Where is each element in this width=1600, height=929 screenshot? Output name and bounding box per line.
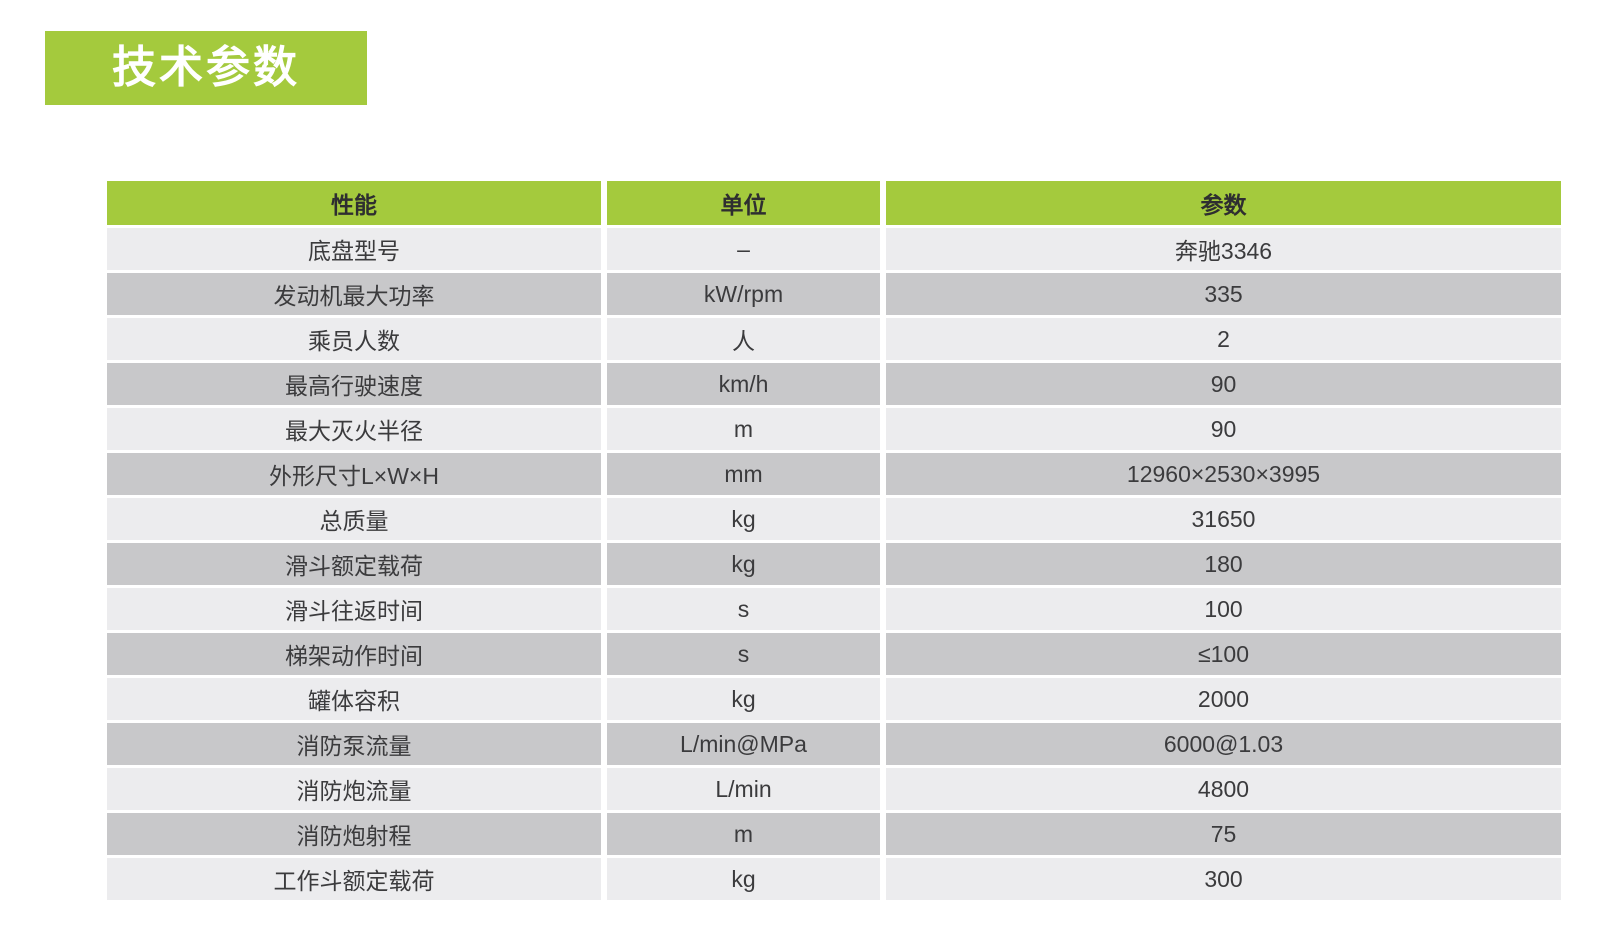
unit-cell: kg: [607, 498, 880, 540]
value-cell: 75: [886, 813, 1561, 855]
property-cell: 发动机最大功率: [107, 273, 601, 315]
property-cell: 消防炮流量: [107, 768, 601, 810]
unit-cell: L/min: [607, 768, 880, 810]
unit-cell: kg: [607, 543, 880, 585]
value-cell: 2: [886, 318, 1561, 360]
table-row: 消防炮射程 m 75: [107, 813, 1561, 855]
unit-cell: L/min@MPa: [607, 723, 880, 765]
table-row: 工作斗额定载荷 kg 300: [107, 858, 1561, 900]
table-row: 罐体容积 kg 2000: [107, 678, 1561, 720]
table-header-row: 性能 单位 参数: [107, 181, 1561, 225]
value-cell: 180: [886, 543, 1561, 585]
column-header-performance: 性能: [107, 181, 601, 225]
property-cell: 消防炮射程: [107, 813, 601, 855]
table-row: 最高行驶速度 km/h 90: [107, 363, 1561, 405]
property-cell: 乘员人数: [107, 318, 601, 360]
unit-cell: mm: [607, 453, 880, 495]
value-cell: 90: [886, 363, 1561, 405]
unit-cell: kg: [607, 678, 880, 720]
unit-cell: m: [607, 813, 880, 855]
table-row: 底盘型号 – 奔驰3346: [107, 228, 1561, 270]
table-row: 外形尺寸L×W×H mm 12960×2530×3995: [107, 453, 1561, 495]
technical-parameters-table: 性能 单位 参数 底盘型号 – 奔驰3346 发动机最大功率 kW/rpm 335 乘员人数…: [107, 181, 1561, 903]
unit-cell: km/h: [607, 363, 880, 405]
column-header-parameter: 参数: [886, 181, 1561, 225]
unit-cell: s: [607, 588, 880, 630]
unit-cell: kg: [607, 858, 880, 900]
page-title-badge: 技术参数: [45, 31, 367, 105]
table-row: 滑斗额定载荷 kg 180: [107, 543, 1561, 585]
column-header-unit: 单位: [607, 181, 880, 225]
table-row: 总质量 kg 31650: [107, 498, 1561, 540]
table-row: 发动机最大功率 kW/rpm 335: [107, 273, 1561, 315]
unit-cell: m: [607, 408, 880, 450]
value-cell: 12960×2530×3995: [886, 453, 1561, 495]
value-cell: ≤100: [886, 633, 1561, 675]
property-cell: 罐体容积: [107, 678, 601, 720]
property-cell: 工作斗额定载荷: [107, 858, 601, 900]
property-cell: 最高行驶速度: [107, 363, 601, 405]
property-cell: 消防泵流量: [107, 723, 601, 765]
property-cell: 滑斗额定载荷: [107, 543, 601, 585]
value-cell: 90: [886, 408, 1561, 450]
table-row: 消防炮流量 L/min 4800: [107, 768, 1561, 810]
property-cell: 滑斗往返时间: [107, 588, 601, 630]
value-cell: 335: [886, 273, 1561, 315]
value-cell: 2000: [886, 678, 1561, 720]
unit-cell: –: [607, 228, 880, 270]
value-cell: 奔驰3346: [886, 228, 1561, 270]
value-cell: 300: [886, 858, 1561, 900]
value-cell: 100: [886, 588, 1561, 630]
value-cell: 6000@1.03: [886, 723, 1561, 765]
property-cell: 外形尺寸L×W×H: [107, 453, 601, 495]
property-cell: 底盘型号: [107, 228, 601, 270]
property-cell: 最大灭火半径: [107, 408, 601, 450]
table-body: 底盘型号 – 奔驰3346 发动机最大功率 kW/rpm 335 乘员人数人 2 最高行驶速度 k…: [107, 228, 1561, 900]
table-row: 梯架动作时间 s ≤100: [107, 633, 1561, 675]
table-row: 滑斗往返时间 s 100: [107, 588, 1561, 630]
page-title: 技术参数: [112, 43, 300, 92]
property-cell: 梯架动作时间: [107, 633, 601, 675]
table-row: 最大灭火半径 m 90: [107, 408, 1561, 450]
unit-cell: s: [607, 633, 880, 675]
value-cell: 31650: [886, 498, 1561, 540]
unit-cell: 人: [607, 318, 880, 360]
unit-cell: kW/rpm: [607, 273, 880, 315]
table-row: 乘员人数人 2: [107, 318, 1561, 360]
table-row: 消防泵流量 L/min@MPa 6000@1.03: [107, 723, 1561, 765]
property-cell: 总质量: [107, 498, 601, 540]
value-cell: 4800: [886, 768, 1561, 810]
